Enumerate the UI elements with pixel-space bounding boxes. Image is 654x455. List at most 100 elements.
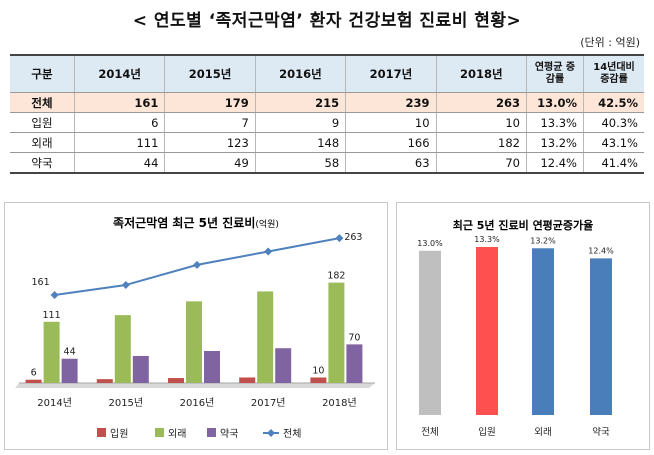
bar-입원-2014년 [25,379,42,383]
data-label-입원-2014년: 6 [31,368,37,379]
table-cell: 42.5% [583,92,644,113]
bar-외래-2014년 [43,321,60,383]
growth-bar-외래 [532,248,554,415]
cost-trend-chart-panel: 족저근막염 최근 5년 진료비(억원) 6 10 111 182 44 70 161 263 20… [4,202,388,450]
cost-trend-chart: 족저근막염 최근 5년 진료비(억원) 6 10 111 182 44 70 161 263 20… [15,215,375,440]
table-cell: 10 [345,112,437,133]
table-cell: 161 [73,92,165,113]
growth-rate-chart-panel: 최근 5년 진료비 연평균증가율 13.0% 전체 13.3% 입원 13.2% 외래 12.… [396,202,650,450]
table-cell: 9 [254,112,346,133]
growth-bar-전체 [419,250,441,415]
point-total-2014년 [50,291,59,299]
bar-약국-2017년 [275,348,292,383]
data-label-total-2018년: 263 [344,232,362,243]
header-2018: 2018년 [435,55,527,93]
header-2014: 2014년 [73,55,165,93]
growth-x-tick-label-전체: 전체 [421,427,438,438]
x-tick-label-2017년: 2017년 [251,397,286,409]
bar-외래-2018년 [328,282,345,383]
table-cell: 263 [435,92,527,113]
legend-label-전체: 전체 [283,428,301,440]
table-row-total: 전체 161 179 215 239 263 13.0% 42.5% [10,92,644,113]
legend-label-입원: 입원 [110,427,128,440]
table-cell: 외래 [10,132,75,153]
table-cell: 7 [164,112,256,133]
header-annual-growth: 연평균 증감률 [526,55,584,93]
point-total-2018년 [335,234,344,243]
table-cell: 13.3% [526,112,584,133]
header-growth-vs-2014: 14년대비 증감률 [583,55,644,93]
bar-입원-2016년 [168,378,184,383]
x-tick-label-2016년: 2016년 [180,397,215,409]
table-header-row: 구분 2014년 2015년 2016년 2017년 2018년 연평균 증감률… [10,55,644,93]
growth-data-label-전체: 13.0% [417,239,443,248]
table-cell: 약국 [10,152,75,174]
table-cell: 입원 [10,112,75,133]
table-cell: 49 [164,152,256,174]
chart-title: 족저근막염 최근 5년 진료비(억원) [113,215,279,230]
point-total-2015년 [121,280,130,289]
growth-data-label-외래: 13.2% [530,236,556,245]
table-cell: 123 [164,132,256,153]
data-label-외래-2014년: 111 [43,310,61,321]
table-cell: 182 [435,132,527,153]
bar-입원-2017년 [239,377,256,383]
legend-marker-전체 [267,429,275,437]
table-cell: 13.0% [526,92,584,113]
table-cell: 63 [345,152,437,174]
table-cell: 179 [164,92,256,113]
legend-swatch-약국 [207,428,216,437]
header-2017: 2017년 [345,55,437,93]
bar-입원-2015년 [96,379,113,383]
legend-swatch-외래 [155,428,164,437]
bar-약국-2018년 [346,344,363,383]
table-cell: 43.1% [583,132,644,153]
unit-label: (단위 : 억원) [580,36,640,49]
growth-data-label-약국: 12.4% [588,246,614,255]
legend-label-외래: 외래 [168,428,186,440]
growth-rate-chart: 최근 5년 진료비 연평균증가율 13.0% 전체 13.3% 입원 13.2% 외래 12.… [417,218,614,438]
table-row-inpatient: 입원 6 7 9 10 10 13.3% 40.3% [10,112,644,133]
growth-chart-title: 최근 5년 진료비 연평균증가율 [453,218,594,232]
bar-외래-2017년 [257,291,274,383]
header-2015: 2015년 [164,55,256,93]
bar-외래-2016년 [186,301,202,383]
table-cell: 6 [73,112,165,133]
point-total-2017년 [264,247,273,256]
bar-약국-2014년 [61,358,78,383]
growth-bar-약국 [590,258,612,415]
header-2016: 2016년 [254,55,346,93]
table-cell: 58 [254,152,346,174]
table-cell: 12.4% [526,152,584,174]
table-row-outpatient: 외래 111 123 148 166 182 13.2% 43.1% [10,132,644,153]
data-label-약국-2014년: 44 [64,347,76,358]
table-cell: 70 [435,152,527,174]
growth-x-tick-label-약국: 약국 [592,426,610,438]
table-cell: 215 [254,92,346,113]
point-total-2016년 [193,260,201,269]
table-cell: 44 [73,152,165,174]
legend-label-약국: 약국 [220,428,238,440]
data-label-약국-2018년: 70 [348,332,360,343]
table-cell: 148 [254,132,346,153]
data-label-외래-2018년: 182 [327,271,345,282]
bar-약국-2015년 [132,355,149,383]
table-cell: 41.4% [583,152,644,174]
table-cell: 13.2% [526,132,584,153]
growth-x-tick-label-외래: 외래 [534,426,551,438]
data-label-total-2014년: 161 [32,277,50,288]
legend-swatch-입원 [97,428,106,437]
growth-bar-입원 [476,247,498,415]
table-cell: 239 [345,92,437,113]
data-label-입원-2018년: 10 [312,365,324,376]
cost-table: 구분 2014년 2015년 2016년 2017년 2018년 연평균 증감률… [10,54,644,174]
growth-x-tick-label-입원: 입원 [478,426,495,438]
x-tick-label-2015년: 2015년 [108,397,143,409]
bar-외래-2015년 [114,315,131,383]
chart-title-unit: (억원) [255,218,279,230]
table-cell: 166 [345,132,437,153]
table-cell: 10 [435,112,527,133]
table-row-pharmacy: 약국 44 49 58 63 70 12.4% 41.4% [10,152,644,174]
table-cell: 전체 [10,92,75,113]
table-cell: 40.3% [583,112,644,133]
